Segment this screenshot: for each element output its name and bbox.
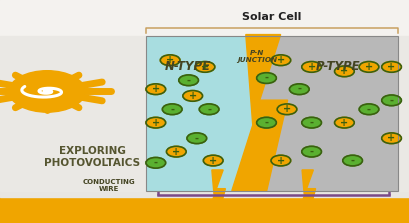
Circle shape	[146, 84, 165, 95]
Text: +: +	[209, 156, 217, 165]
Text: -: -	[170, 104, 174, 114]
Circle shape	[270, 55, 290, 66]
Text: +: +	[200, 62, 209, 72]
Bar	[145, 36, 397, 191]
Text: -: -	[207, 104, 211, 114]
Bar	[256, 36, 397, 191]
Circle shape	[301, 62, 321, 72]
Circle shape	[199, 104, 218, 115]
Bar	[0, 191, 409, 197]
Text: +: +	[387, 62, 395, 72]
Text: +: +	[188, 91, 196, 101]
Text: +: +	[282, 104, 290, 114]
Text: +: +	[387, 133, 395, 143]
Text: +: +	[151, 84, 160, 94]
Circle shape	[160, 55, 180, 66]
Circle shape	[166, 146, 186, 157]
Circle shape	[9, 71, 85, 112]
Text: -: -	[194, 133, 198, 143]
Circle shape	[334, 117, 353, 128]
Circle shape	[301, 146, 321, 157]
Circle shape	[381, 62, 400, 72]
Polygon shape	[231, 35, 287, 191]
Text: +: +	[276, 156, 284, 165]
Text: +: +	[276, 55, 284, 65]
Text: -: -	[366, 104, 370, 114]
Circle shape	[289, 84, 308, 95]
Text: -: -	[309, 147, 313, 157]
Text: -: -	[350, 156, 354, 165]
Text: -: -	[153, 158, 157, 168]
Circle shape	[381, 95, 400, 106]
Circle shape	[187, 133, 206, 144]
Circle shape	[270, 155, 290, 166]
Circle shape	[358, 62, 378, 72]
Text: +: +	[151, 118, 160, 128]
Text: CONDUCTING
WIRE: CONDUCTING WIRE	[82, 179, 135, 192]
Circle shape	[178, 75, 198, 86]
Circle shape	[358, 104, 378, 115]
Circle shape	[203, 155, 222, 166]
Circle shape	[256, 73, 276, 83]
Circle shape	[342, 155, 362, 166]
Text: +: +	[364, 62, 372, 72]
Text: -: -	[264, 118, 268, 128]
Bar	[0, 197, 409, 223]
Bar	[145, 36, 256, 191]
Text: EXPLORING
PHOTOVOLTAICS: EXPLORING PHOTOVOLTAICS	[44, 147, 140, 168]
Circle shape	[381, 133, 400, 144]
Text: -: -	[297, 84, 301, 94]
Text: +: +	[166, 55, 174, 65]
Text: +: +	[172, 147, 180, 157]
Text: P-TYPE: P-TYPE	[315, 60, 360, 73]
Text: P-N
JUNCTION: P-N JUNCTION	[237, 50, 277, 63]
Circle shape	[195, 62, 214, 72]
Circle shape	[182, 91, 202, 101]
Circle shape	[256, 117, 276, 128]
Text: N-TYPE: N-TYPE	[164, 60, 210, 73]
Circle shape	[146, 157, 165, 168]
Text: -: -	[264, 73, 268, 83]
Bar	[0, 0, 409, 36]
Text: -: -	[309, 118, 313, 128]
Polygon shape	[297, 170, 315, 215]
Text: +: +	[339, 118, 348, 128]
Text: -: -	[389, 95, 393, 105]
Circle shape	[162, 104, 182, 115]
Circle shape	[301, 117, 321, 128]
Polygon shape	[207, 170, 225, 215]
Text: -: -	[186, 75, 190, 85]
Text: +: +	[339, 66, 348, 76]
Text: +: +	[307, 62, 315, 72]
Circle shape	[146, 117, 165, 128]
Circle shape	[276, 104, 296, 115]
Bar	[0, 36, 409, 191]
Text: Solar Cell: Solar Cell	[241, 12, 301, 22]
Circle shape	[334, 66, 353, 77]
